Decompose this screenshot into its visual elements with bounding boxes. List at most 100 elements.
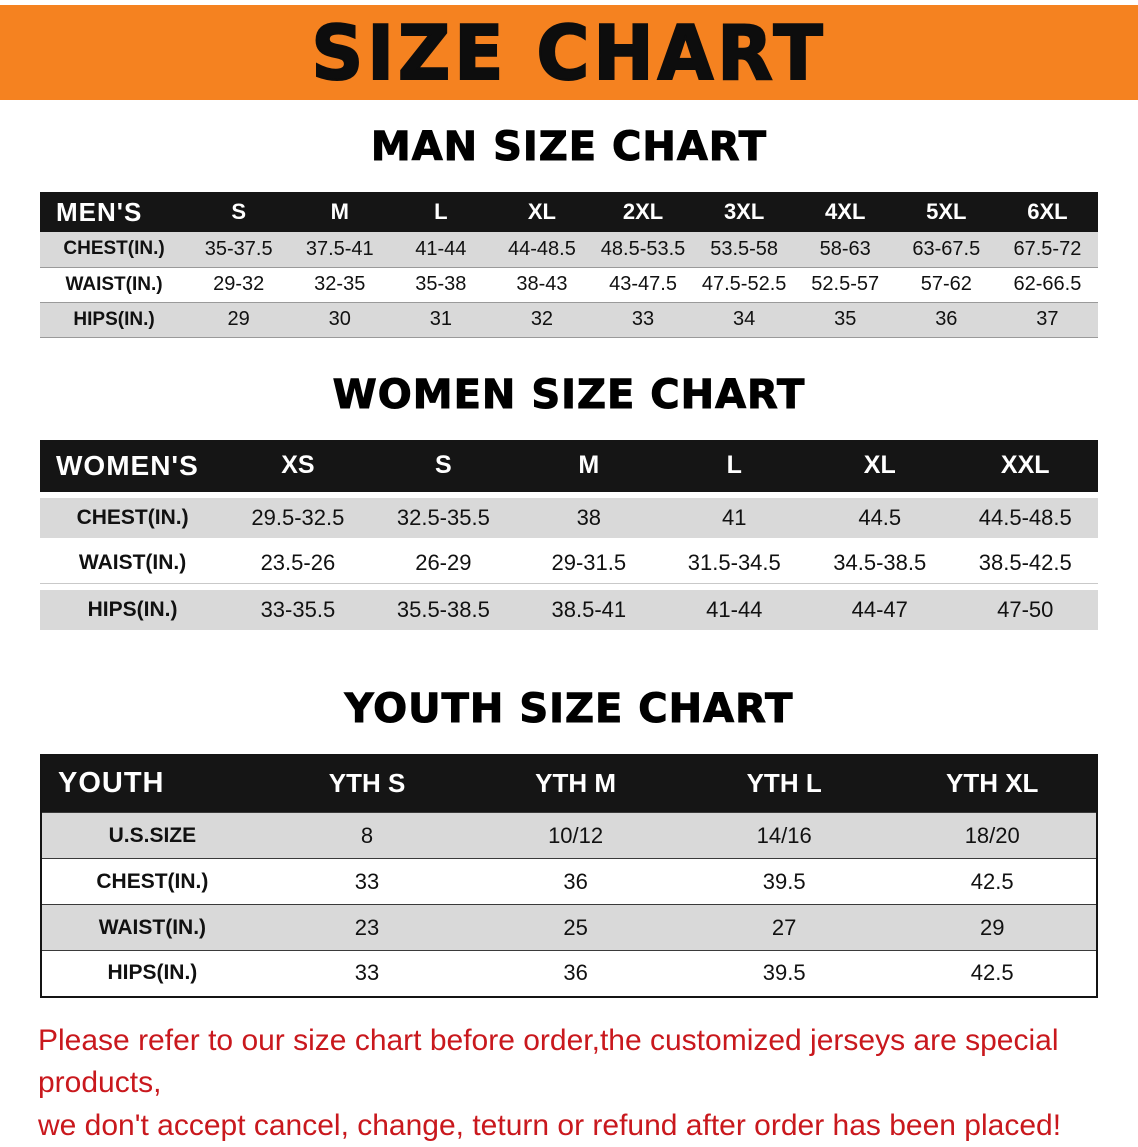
women-section-heading: WOMEN SIZE CHART: [0, 372, 1138, 418]
size-value-cell: 36: [896, 302, 997, 337]
size-value-cell: 38.5-41: [516, 590, 661, 630]
size-value-cell: 38-43: [491, 267, 592, 302]
size-value-cell: 31: [390, 302, 491, 337]
size-value-cell: 37: [997, 302, 1098, 337]
table-title-cell: YOUTH: [41, 755, 263, 813]
size-column-header: 2XL: [592, 192, 693, 232]
size-column-header: XXL: [952, 440, 1098, 492]
size-value-cell: 26-29: [371, 544, 516, 584]
size-value-cell: 47.5-52.5: [694, 267, 795, 302]
size-value-cell: 39.5: [680, 951, 889, 997]
size-column-header: S: [188, 192, 289, 232]
size-column-header: XL: [491, 192, 592, 232]
size-value-cell: 44-47: [807, 590, 952, 630]
size-value-cell: 35-38: [390, 267, 491, 302]
size-column-header: XS: [225, 440, 370, 492]
row-label-cell: WAIST(IN.): [41, 905, 263, 951]
row-label-cell: HIPS(IN.): [40, 590, 225, 630]
size-value-cell: 38: [516, 498, 661, 538]
size-value-cell: 44.5-48.5: [952, 498, 1098, 538]
size-value-cell: 41-44: [662, 590, 807, 630]
size-value-cell: 35-37.5: [188, 232, 289, 267]
size-column-header: YTH M: [471, 755, 680, 813]
size-value-cell: 33: [263, 859, 472, 905]
size-value-cell: 41: [662, 498, 807, 538]
size-value-cell: 39.5: [680, 859, 889, 905]
row-label-cell: CHEST(IN.): [41, 859, 263, 905]
size-value-cell: 38.5-42.5: [952, 544, 1098, 584]
size-value-cell: 29-31.5: [516, 544, 661, 584]
disclaimer: Please refer to our size chart before or…: [38, 1020, 1100, 1147]
row-label-cell: HIPS(IN.): [41, 951, 263, 997]
size-value-cell: 53.5-58: [694, 232, 795, 267]
row-label-cell: WAIST(IN.): [40, 544, 225, 584]
disclaimer-line-1: Please refer to our size chart before or…: [38, 1020, 1100, 1105]
table-title-cell: WOMEN'S: [40, 440, 225, 492]
size-column-header: YTH L: [680, 755, 889, 813]
table-title-cell: MEN'S: [40, 192, 188, 232]
size-value-cell: 29: [188, 302, 289, 337]
row-label-cell: HIPS(IN.): [40, 302, 188, 337]
size-value-cell: 23.5-26: [225, 544, 370, 584]
size-column-header: M: [516, 440, 661, 492]
size-chart-banner: SIZE CHART: [0, 5, 1138, 100]
size-value-cell: 32.5-35.5: [371, 498, 516, 538]
size-value-cell: 62-66.5: [997, 267, 1098, 302]
size-value-cell: 29.5-32.5: [225, 498, 370, 538]
size-column-header: 6XL: [997, 192, 1098, 232]
row-label-cell: U.S.SIZE: [41, 813, 263, 859]
size-value-cell: 8: [263, 813, 472, 859]
size-value-cell: 47-50: [952, 590, 1098, 630]
size-value-cell: 32-35: [289, 267, 390, 302]
size-value-cell: 58-63: [795, 232, 896, 267]
size-value-cell: 67.5-72: [997, 232, 1098, 267]
size-value-cell: 10/12: [471, 813, 680, 859]
size-column-header: YTH S: [263, 755, 472, 813]
size-value-cell: 48.5-53.5: [592, 232, 693, 267]
size-column-header: L: [390, 192, 491, 232]
size-value-cell: 42.5: [888, 859, 1097, 905]
size-column-header: L: [662, 440, 807, 492]
man-section-heading: MAN SIZE CHART: [0, 124, 1138, 170]
size-value-cell: 36: [471, 859, 680, 905]
disclaimer-line-2: we don't accept cancel, change, teturn o…: [38, 1105, 1100, 1147]
size-value-cell: 33-35.5: [225, 590, 370, 630]
size-value-cell: 32: [491, 302, 592, 337]
size-value-cell: 41-44: [390, 232, 491, 267]
size-value-cell: 44.5: [807, 498, 952, 538]
size-value-cell: 52.5-57: [795, 267, 896, 302]
size-value-cell: 36: [471, 951, 680, 997]
youth-section-heading: YOUTH SIZE CHART: [0, 686, 1138, 732]
size-column-header: 5XL: [896, 192, 997, 232]
size-column-header: M: [289, 192, 390, 232]
size-value-cell: 27: [680, 905, 889, 951]
size-column-header: YTH XL: [888, 755, 1097, 813]
size-value-cell: 35: [795, 302, 896, 337]
size-value-cell: 42.5: [888, 951, 1097, 997]
size-value-cell: 33: [263, 951, 472, 997]
size-value-cell: 14/16: [680, 813, 889, 859]
size-value-cell: 63-67.5: [896, 232, 997, 267]
size-chart-title: SIZE CHART: [311, 9, 826, 96]
size-value-cell: 29: [888, 905, 1097, 951]
size-value-cell: 43-47.5: [592, 267, 693, 302]
size-column-header: S: [371, 440, 516, 492]
size-column-header: 3XL: [694, 192, 795, 232]
size-value-cell: 23: [263, 905, 472, 951]
